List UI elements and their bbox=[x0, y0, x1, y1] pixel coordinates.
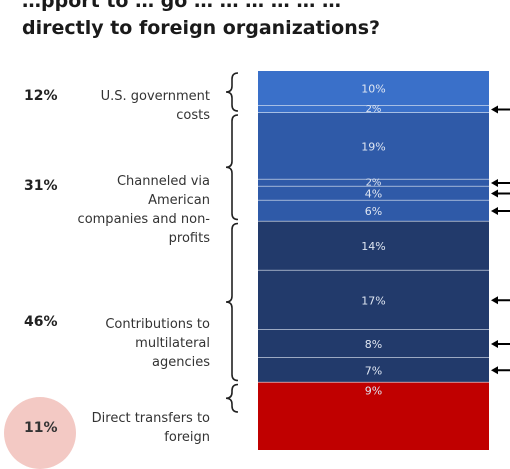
group-label-line: profits bbox=[168, 231, 210, 246]
group-label-line: costs bbox=[176, 108, 210, 123]
group-label-line: U.S. government bbox=[100, 89, 210, 104]
bar-segment bbox=[258, 382, 489, 450]
arrow-head bbox=[491, 179, 498, 187]
segment-value-label: 14% bbox=[361, 240, 385, 253]
group-bracket bbox=[225, 72, 239, 112]
group-label-direct: Direct transfers to foreign bbox=[92, 409, 210, 447]
group-label-line: Direct transfers to bbox=[91, 411, 210, 426]
group-bracket bbox=[225, 114, 239, 221]
arrow-head bbox=[491, 340, 498, 348]
bar-segment bbox=[258, 71, 489, 106]
segment-value-label: 8% bbox=[365, 338, 382, 351]
segment-value-label: 7% bbox=[365, 364, 382, 377]
group-label-line: agencies bbox=[152, 355, 210, 370]
group-share-multilateral: 46% bbox=[24, 314, 58, 330]
bar-segment bbox=[258, 221, 489, 271]
bar-segment bbox=[258, 270, 489, 330]
segment-value-label: 17% bbox=[361, 294, 385, 307]
bar-segment bbox=[258, 179, 489, 187]
group-bracket bbox=[225, 222, 239, 382]
group-label-line: multilateral bbox=[135, 336, 210, 351]
arrow-head bbox=[491, 207, 498, 215]
bar-segment bbox=[258, 113, 489, 180]
arrow-head bbox=[491, 189, 498, 198]
chart-title-line-2: directly to foreign organizations? bbox=[22, 17, 381, 39]
segment-value-label: 2% bbox=[366, 178, 382, 189]
segment-value-label: 4% bbox=[365, 188, 382, 201]
arrow-head bbox=[491, 296, 498, 305]
group-label-gov: U.S. government costs bbox=[101, 87, 210, 125]
segment-value-label: 6% bbox=[365, 205, 382, 218]
group-label-line: Contributions to bbox=[105, 317, 210, 332]
group-share-direct: 11% bbox=[24, 420, 58, 436]
bar-segment bbox=[258, 330, 489, 358]
segment-value-label: 19% bbox=[361, 140, 385, 153]
group-label-companies: Channeled via American companies and non… bbox=[78, 172, 210, 248]
bar-segment bbox=[258, 358, 489, 383]
stacked-bar-chart: 10%2%19%2%4%6%14%17%8%7%9% bbox=[225, 71, 510, 450]
segment-value-label: 2% bbox=[366, 104, 382, 115]
group-label-line: foreign bbox=[164, 430, 210, 445]
group-label-line: companies and non- bbox=[77, 212, 210, 227]
group-label-line: American bbox=[148, 193, 210, 208]
group-share-companies: 31% bbox=[24, 178, 58, 194]
segment-value-label: 10% bbox=[361, 83, 385, 96]
bar-segment bbox=[258, 200, 489, 222]
segment-value-label: 9% bbox=[365, 385, 382, 398]
group-label-line: Channeled via bbox=[116, 174, 210, 189]
group-bracket bbox=[225, 383, 239, 413]
chart-title-line-1: …pport to … go … … … … … … bbox=[22, 0, 342, 12]
arrow-head bbox=[491, 105, 498, 114]
bar-segment bbox=[258, 186, 489, 201]
group-label-multilateral: Contributions to multilateral agencies bbox=[105, 315, 210, 372]
bar-segment bbox=[258, 106, 489, 113]
group-share-gov: 12% bbox=[24, 88, 58, 104]
chart-title: …pport to … go … … … … … … directly to f… bbox=[22, 0, 510, 42]
arrow-head bbox=[491, 366, 498, 375]
